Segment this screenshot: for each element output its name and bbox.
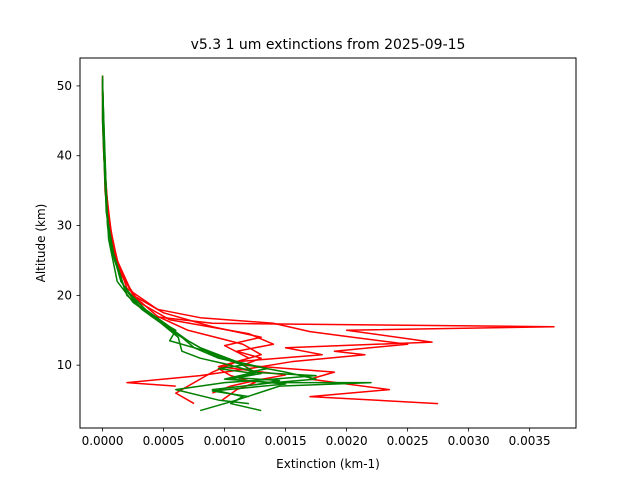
plot-area-frame (79, 57, 577, 429)
x-tick-label: 0.0005 (143, 434, 185, 448)
series-line-red-4 (101, 82, 287, 394)
y-axis: 10 20 30 40 50 (57, 79, 80, 372)
x-tick-label: 0.0020 (326, 434, 368, 448)
x-tick-label: 0.0030 (448, 434, 490, 448)
y-tick-label: 10 (57, 358, 72, 372)
x-tick-label: 0.0025 (387, 434, 429, 448)
x-tick-label: 0.0035 (509, 434, 551, 448)
x-tick-label: 0.0010 (204, 434, 246, 448)
series-line-green-9 (101, 82, 281, 386)
y-tick-label: 20 (57, 288, 72, 302)
y-axis-label: Altitude (km) (34, 204, 48, 283)
plot-lines (101, 75, 555, 412)
x-axis-label: Extinction (km-1) (276, 457, 380, 471)
x-axis: 0.0000 0.0005 0.0010 0.0015 0.0020 0.0025 0.00… (82, 428, 551, 448)
x-tick-label: 0.0000 (82, 434, 124, 448)
y-tick-label: 50 (57, 79, 72, 93)
x-tick-label: 0.0015 (265, 434, 307, 448)
y-tick-label: 30 (57, 219, 72, 233)
y-tick-label: 40 (57, 149, 72, 163)
chart-title: v5.3 1 um extinctions from 2025-09-15 (191, 37, 466, 53)
